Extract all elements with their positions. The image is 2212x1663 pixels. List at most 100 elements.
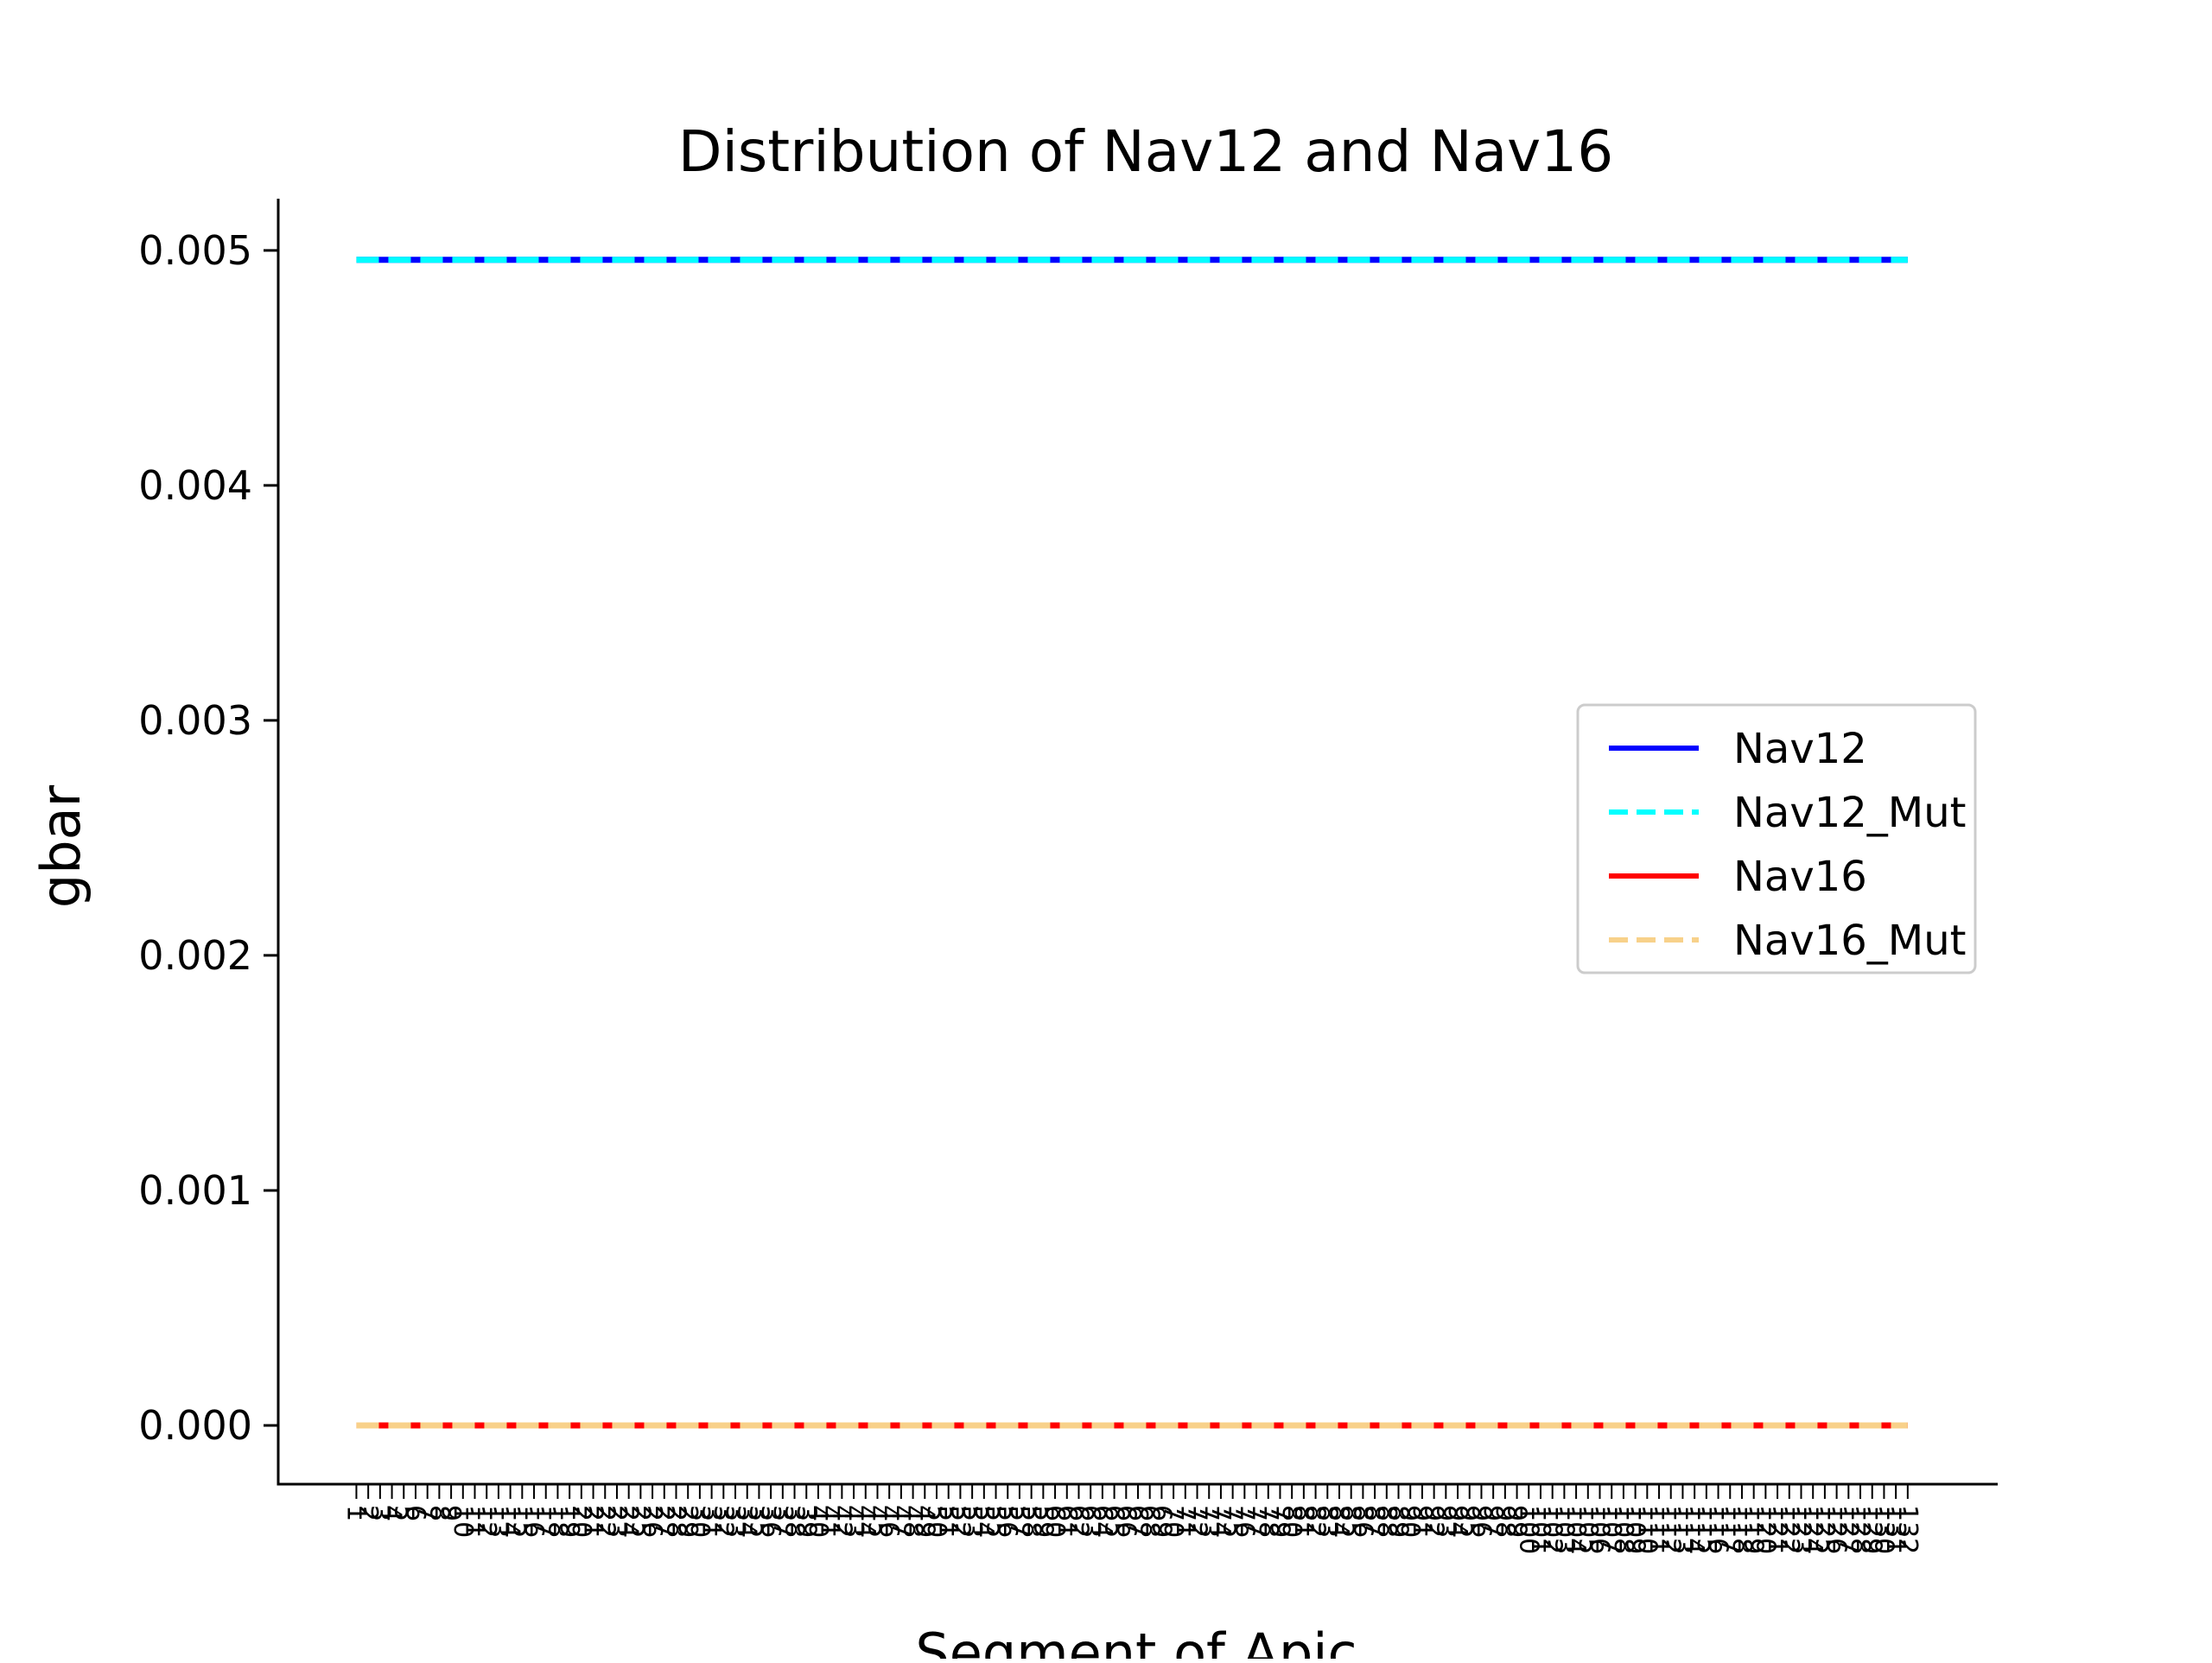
x-tick-label: 81	[1288, 1505, 1319, 1538]
x-tick-label: 21	[578, 1505, 608, 1538]
x-tick-label: 60	[1039, 1505, 1070, 1538]
x-tick-label: 26	[637, 1505, 667, 1538]
x-tick-label: 114	[1679, 1505, 1709, 1554]
x-tick-label: 83	[1312, 1505, 1342, 1538]
x-tick-label: 119	[1738, 1505, 1769, 1554]
x-tick-label: 20	[566, 1505, 596, 1538]
x-tick-label: 123	[1785, 1505, 1815, 1554]
x-tick-label: 6	[400, 1505, 430, 1521]
x-tick-label: 132	[1892, 1505, 1923, 1554]
x-tick-label: 101	[1525, 1505, 1555, 1554]
x-tick-label: 76	[1229, 1505, 1259, 1538]
x-tick-label: 13	[483, 1505, 513, 1538]
x-tick-label: 56	[992, 1505, 1022, 1538]
x-tick-label: 79	[1264, 1505, 1294, 1538]
x-tick-label: 129	[1857, 1505, 1887, 1554]
x-tick-label: 37	[767, 1505, 798, 1538]
x-tick-label: 55	[981, 1505, 1011, 1538]
y-axis-label: gbar	[29, 784, 92, 908]
x-tick-label: 106	[1585, 1505, 1615, 1554]
chart-title: Distribution of Nav12 and Nav16	[678, 118, 1613, 185]
x-tick-label: 105	[1573, 1505, 1603, 1554]
y-axis-ticks: 0.000 0.001 0.002 0.003 0.004 0.005	[138, 227, 278, 1449]
x-tick-label: 96	[1465, 1505, 1496, 1538]
x-tick-label: 104	[1560, 1505, 1591, 1554]
legend-box	[1576, 703, 1977, 974]
x-tick-label: 116	[1703, 1505, 1733, 1554]
x-tick-label: 23	[601, 1505, 632, 1538]
x-tick-label: 72	[1182, 1505, 1212, 1538]
legend: Nav12 Nav12_Mut Nav16 Nav16_Mut	[1576, 703, 1977, 974]
x-tick-label: 120	[1750, 1505, 1780, 1554]
legend-label: Nav12_Mut	[1733, 789, 1966, 837]
x-tick-label: 5	[388, 1505, 418, 1521]
x-tick-label: 42	[826, 1505, 856, 1538]
x-tick-label: 73	[1193, 1505, 1224, 1538]
x-tick-label: 24	[613, 1505, 644, 1538]
x-tick-label: 117	[1714, 1505, 1745, 1554]
x-tick-label: 28	[660, 1505, 690, 1538]
x-tick-label: 4	[377, 1505, 407, 1521]
x-tick-label: 92	[1419, 1505, 1449, 1538]
x-tick-label: 87	[1359, 1505, 1389, 1538]
x-tick-label: 70	[1158, 1505, 1188, 1538]
x-tick-label: 61	[1052, 1505, 1082, 1538]
x-tick-label: 75	[1217, 1505, 1248, 1538]
x-tick-label: 19	[554, 1505, 584, 1538]
x-tick-label: 102	[1537, 1505, 1567, 1554]
x-tick-label: 66	[1110, 1505, 1141, 1538]
x-tick-label: 33	[720, 1505, 750, 1538]
x-tick-label: 80	[1276, 1505, 1306, 1538]
x-tick-label: 50	[921, 1505, 951, 1538]
x-tick-label: 97	[1478, 1505, 1508, 1538]
x-tick-label: 74	[1205, 1505, 1236, 1538]
legend-label: Nav16	[1733, 853, 1867, 901]
x-tick-label: 8	[423, 1505, 454, 1521]
x-tick-label: 9	[435, 1505, 466, 1521]
x-tick-label: 44	[850, 1505, 880, 1538]
x-tick-label: 52	[944, 1505, 975, 1538]
x-tick-label: 110	[1631, 1505, 1662, 1554]
x-tick-label: 3	[365, 1505, 395, 1521]
x-tick-label: 130	[1868, 1505, 1898, 1554]
x-tick-label: 112	[1656, 1505, 1686, 1554]
x-tick-label: 47	[886, 1505, 916, 1538]
x-tick-label: 68	[1135, 1505, 1165, 1538]
x-tick-label: 103	[1548, 1505, 1579, 1554]
x-tick-label: 78	[1253, 1505, 1283, 1538]
x-tick-label: 17	[531, 1505, 561, 1538]
x-tick-label: 82	[1300, 1505, 1331, 1538]
x-tick-label: 14	[495, 1505, 525, 1538]
x-tick-label: 11	[460, 1505, 490, 1538]
x-tick-label: 91	[1407, 1505, 1437, 1538]
x-tick-label: 89	[1383, 1505, 1414, 1538]
x-tick-label: 58	[1016, 1505, 1046, 1538]
x-axis-label: Segment of Apic	[915, 1622, 1357, 1659]
x-tick-label: 121	[1762, 1505, 1792, 1554]
x-tick-label: 128	[1845, 1505, 1875, 1554]
x-tick-label: 107	[1596, 1505, 1626, 1554]
x-tick-label: 127	[1833, 1505, 1863, 1554]
x-tick-label: 49	[909, 1505, 939, 1538]
x-tick-label: 34	[732, 1505, 762, 1538]
x-tick-label: 88	[1371, 1505, 1402, 1538]
x-tick-label: 113	[1667, 1505, 1697, 1554]
x-tick-label: 10	[448, 1505, 478, 1538]
x-tick-label: 15	[506, 1505, 537, 1538]
x-tick-label: 48	[898, 1505, 928, 1538]
y-tick-label: 0.002	[138, 932, 252, 979]
x-tick-label: 95	[1454, 1505, 1484, 1538]
x-tick-label: 31	[696, 1505, 727, 1538]
x-tick-label: 30	[684, 1505, 715, 1538]
x-tick-label: 115	[1691, 1505, 1721, 1554]
x-tick-label: 46	[874, 1505, 904, 1538]
x-tick-label: 54	[969, 1505, 999, 1538]
y-tick-label: 0.000	[138, 1402, 252, 1449]
x-tick-label: 18	[542, 1505, 572, 1538]
x-tick-label: 109	[1620, 1505, 1650, 1554]
x-tick-label: 125	[1809, 1505, 1840, 1554]
x-tick-label: 29	[672, 1505, 702, 1538]
x-tick-label: 85	[1336, 1505, 1366, 1538]
